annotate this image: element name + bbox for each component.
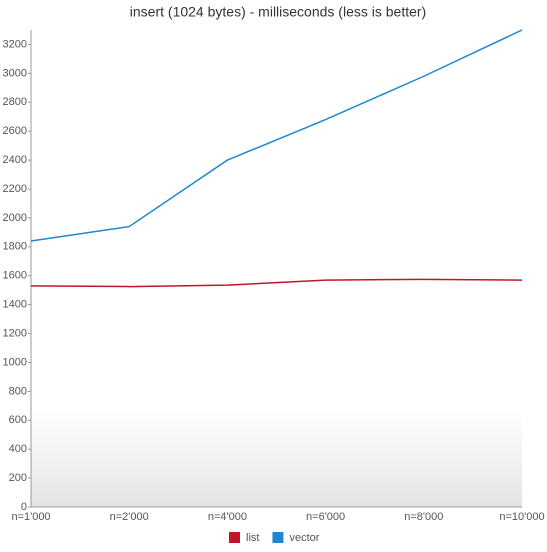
- y-tick-label: 2600: [3, 125, 27, 137]
- chart-title: insert (1024 bytes) - milliseconds (less…: [130, 4, 426, 20]
- y-tick-label: 0: [21, 501, 27, 513]
- series-line: [30, 278, 523, 288]
- legend-label: list: [246, 532, 259, 544]
- y-tick-label: 400: [9, 443, 27, 455]
- y-tick-label: 800: [9, 385, 27, 397]
- y-tick-label: 2400: [3, 154, 27, 166]
- y-tick-label: 2000: [3, 212, 27, 224]
- y-tick-label: 2200: [3, 183, 27, 195]
- y-tick-label: 3200: [3, 38, 27, 50]
- x-tick-label: n=1'000: [11, 511, 50, 523]
- x-tick-label: n=6'000: [306, 511, 345, 523]
- y-tick-label: 600: [9, 414, 27, 426]
- plot-shade: [31, 410, 522, 507]
- y-tick-label: 2800: [3, 96, 27, 108]
- y-tick-label: 1000: [3, 356, 27, 368]
- series-line: [30, 29, 523, 242]
- x-tick-label: n=8'000: [404, 511, 443, 523]
- y-tick-label: 1200: [3, 327, 27, 339]
- x-tick-label: n=2'000: [110, 511, 149, 523]
- y-tick-label: 1400: [3, 299, 27, 311]
- legend-swatch: [229, 532, 240, 543]
- y-tick-label: 1800: [3, 241, 27, 253]
- x-tick-label: n=4'000: [208, 511, 247, 523]
- legend-swatch: [272, 532, 284, 543]
- y-tick-label: 1600: [3, 270, 27, 282]
- x-tick-label: n=10'000: [499, 511, 544, 523]
- legend-label: vector: [289, 532, 319, 544]
- y-tick-label: 200: [9, 472, 27, 484]
- y-tick-label: 3000: [3, 67, 27, 79]
